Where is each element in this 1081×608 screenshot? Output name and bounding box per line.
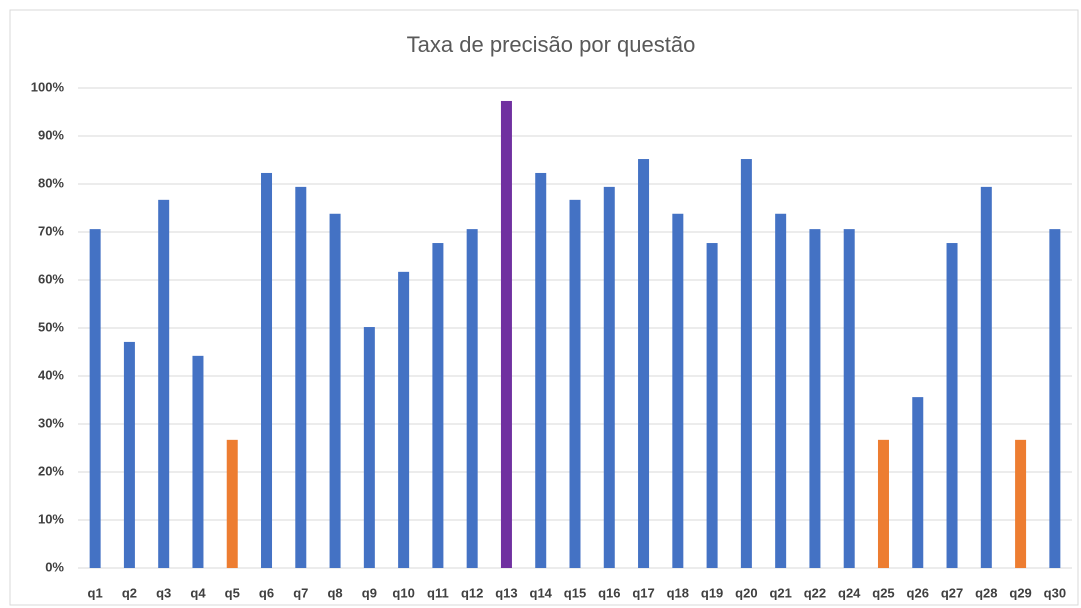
bar <box>603 186 615 568</box>
x-tick-label: q26 <box>907 585 929 600</box>
x-tick-label: q7 <box>293 585 308 600</box>
bar <box>295 186 307 568</box>
x-tick-label: q27 <box>941 585 963 600</box>
bar <box>398 271 410 568</box>
x-tick-label: q4 <box>190 585 206 600</box>
x-tick-label: q10 <box>392 585 414 600</box>
x-tick-label: q12 <box>461 585 483 600</box>
x-tick-label: q6 <box>259 585 274 600</box>
y-tick-label: 20% <box>38 463 64 478</box>
x-tick-label: q28 <box>975 585 997 600</box>
y-tick-label: 90% <box>38 127 64 142</box>
x-tick-label: q24 <box>838 585 861 600</box>
bar <box>261 172 273 568</box>
bar <box>432 243 444 569</box>
x-tick-label: q18 <box>667 585 689 600</box>
y-tick-label: 30% <box>38 415 64 430</box>
x-tick-label: q21 <box>769 585 791 600</box>
y-tick-label: 80% <box>38 175 64 190</box>
bar <box>192 355 204 568</box>
bar <box>535 172 547 568</box>
y-tick-label: 10% <box>38 511 64 526</box>
x-tick-label: q29 <box>1009 585 1031 600</box>
y-tick-label: 60% <box>38 271 64 286</box>
bar <box>569 199 581 568</box>
x-tick-label: q20 <box>735 585 757 600</box>
x-tick-label: q13 <box>495 585 517 600</box>
x-tick-label: q17 <box>632 585 654 600</box>
x-tick-label: q11 <box>427 585 449 600</box>
bar <box>1049 229 1061 568</box>
x-tick-label: q5 <box>225 585 240 600</box>
bar <box>89 229 101 568</box>
bar <box>740 159 752 569</box>
x-tick-label: q30 <box>1044 585 1066 600</box>
bar <box>843 229 855 568</box>
bar <box>329 213 341 568</box>
x-tick-label: q25 <box>872 585 894 600</box>
bar <box>980 186 992 568</box>
x-tick-label: q19 <box>701 585 723 600</box>
y-tick-label: 70% <box>38 223 64 238</box>
bar <box>226 439 238 568</box>
bar <box>775 213 787 568</box>
x-tick-label: q14 <box>530 585 553 600</box>
bar <box>466 229 478 568</box>
y-tick-label: 50% <box>38 319 64 334</box>
bar <box>363 327 375 568</box>
bar <box>912 397 924 568</box>
x-tick-label: q15 <box>564 585 586 600</box>
bar <box>638 159 650 569</box>
bar <box>158 199 170 568</box>
chart-title: Taxa de precisão por questão <box>407 32 696 57</box>
y-tick-label: 100% <box>31 79 65 94</box>
bar <box>809 229 821 568</box>
bar <box>877 439 889 568</box>
bar <box>706 243 718 569</box>
x-tick-label: q9 <box>362 585 377 600</box>
x-tick-label: q3 <box>156 585 171 600</box>
x-tick-label: q8 <box>327 585 342 600</box>
x-tick-label: q22 <box>804 585 826 600</box>
bar <box>946 243 958 569</box>
bar <box>123 341 135 568</box>
bar <box>500 100 512 569</box>
bar <box>1015 439 1027 568</box>
y-tick-label: 40% <box>38 367 64 382</box>
x-tick-label: q16 <box>598 585 620 600</box>
y-tick-label: 0% <box>45 559 64 574</box>
bar <box>672 213 684 568</box>
x-tick-label: q2 <box>122 585 137 600</box>
x-tick-label: q1 <box>88 585 103 600</box>
